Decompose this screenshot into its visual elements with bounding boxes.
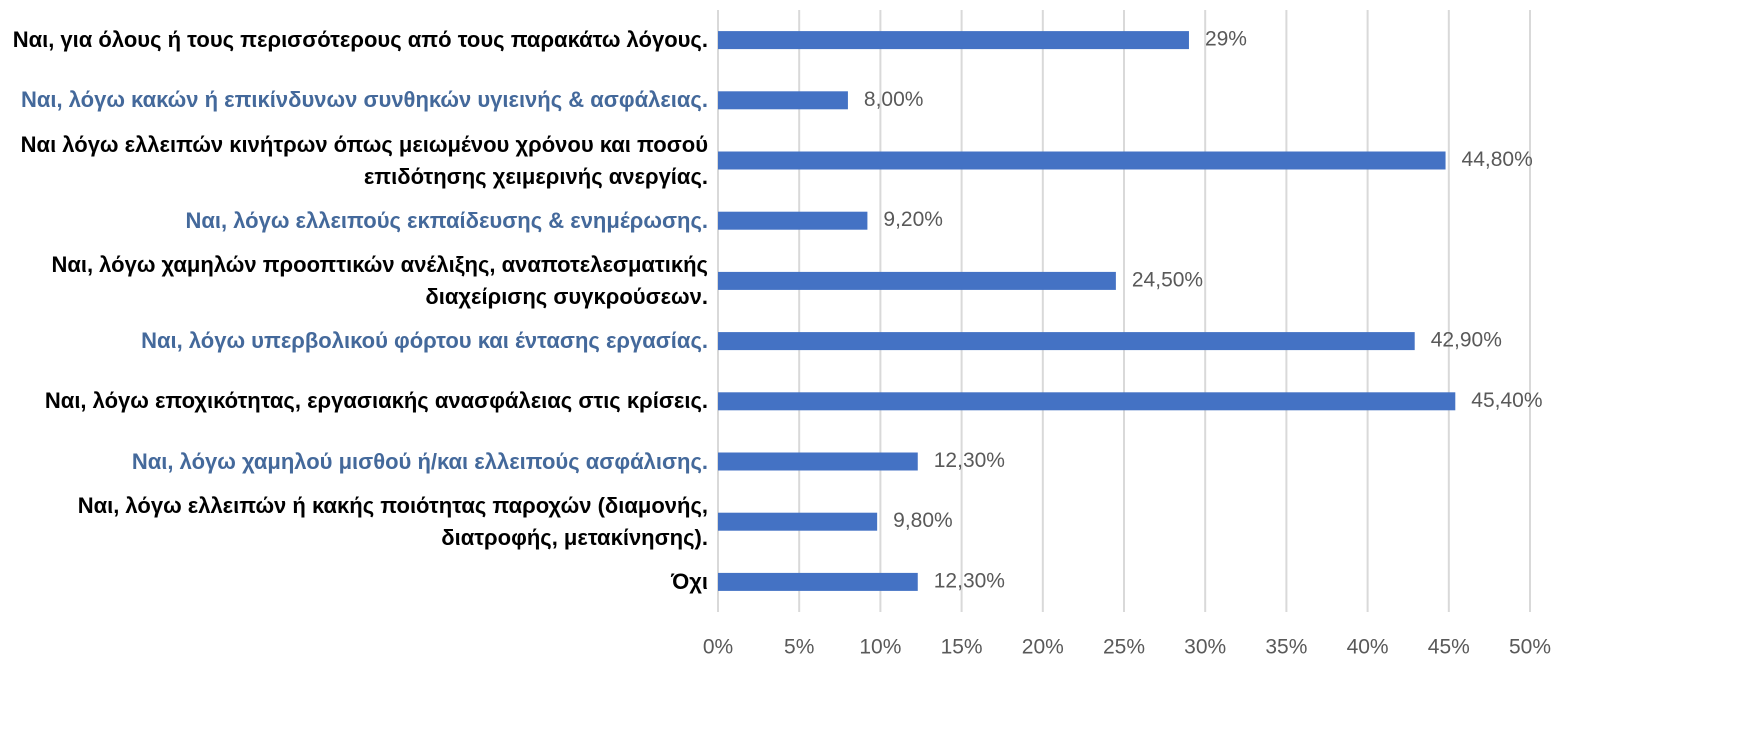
bar — [718, 91, 848, 110]
bar — [718, 211, 868, 230]
data-label: 42,90% — [1431, 329, 1502, 352]
data-label: 9,20% — [883, 208, 943, 231]
x-tick-label: 20% — [1022, 636, 1064, 659]
y-tick-label: Ναι λόγω ελλειπών κινήτρων όπως μειωμένο… — [20, 131, 708, 189]
x-tick-label: 25% — [1103, 636, 1145, 659]
x-tick-label: 15% — [941, 636, 983, 659]
y-tick-label: Ναι, λόγω ελλειπών ή κακής ποιότητας παρ… — [77, 492, 708, 550]
data-label: 44,80% — [1462, 148, 1533, 171]
bar — [718, 512, 878, 531]
bar — [718, 392, 1456, 411]
x-tick-label: 40% — [1347, 636, 1389, 659]
y-tick-label: Ναι, λόγω κακών ή επικίνδυνων συνθηκών υ… — [20, 87, 708, 113]
x-tick-label: 50% — [1509, 636, 1551, 659]
y-tick-label: Ναι, λόγω υπερβολικού φόρτου και έντασης… — [141, 328, 708, 354]
bar — [718, 572, 918, 591]
data-label: 12,30% — [934, 569, 1005, 592]
bar — [718, 332, 1415, 351]
y-tick-label: Ναι, λόγω χαμηλών προοπτικών ανέλιξης, α… — [51, 251, 708, 309]
data-label: 9,80% — [893, 509, 953, 532]
y-tick-label: Ναι, λόγω χαμηλού μισθού ή/και ελλειπούς… — [131, 448, 708, 474]
y-tick-label: Ναι, για όλους ή τους περισσότερους από … — [12, 27, 708, 53]
bar — [718, 31, 1189, 50]
bar — [718, 271, 1116, 290]
bar — [718, 151, 1446, 170]
x-tick-label: 0% — [703, 636, 733, 659]
bar — [718, 452, 918, 471]
y-tick-label: Ναι, λόγω ελλειπούς εκπαίδευσης & ενημέρ… — [185, 207, 708, 233]
x-tick-label: 10% — [859, 636, 901, 659]
data-label: 12,30% — [934, 449, 1005, 472]
y-tick-label: Όχι — [671, 568, 708, 594]
data-label: 8,00% — [864, 88, 924, 111]
x-tick-label: 30% — [1184, 636, 1226, 659]
y-tick-label: Ναι, λόγω εποχικότητας, εργασιακής ανασφ… — [44, 388, 708, 414]
data-label: 45,40% — [1471, 389, 1542, 412]
x-tick-label: 5% — [784, 636, 814, 659]
data-label: 24,50% — [1132, 268, 1203, 291]
x-tick-label: 45% — [1428, 636, 1470, 659]
data-label: 29% — [1205, 28, 1247, 51]
x-tick-label: 35% — [1265, 636, 1307, 659]
